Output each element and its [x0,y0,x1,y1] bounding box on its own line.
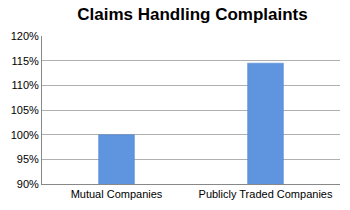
svg-text:110%: 110% [11,79,39,91]
svg-text:100%: 100% [11,129,39,141]
svg-text:95%: 95% [17,153,39,165]
svg-text:90%: 90% [17,178,39,190]
svg-text:Mutual Companies: Mutual Companies [71,188,163,200]
svg-text:Publicly Traded Companies: Publicly Traded Companies [199,188,333,200]
svg-text:120%: 120% [11,30,39,42]
svg-text:105%: 105% [11,104,39,116]
svg-text:Claims Handling Complaints: Claims Handling Complaints [77,5,307,24]
svg-text:115%: 115% [11,55,39,67]
